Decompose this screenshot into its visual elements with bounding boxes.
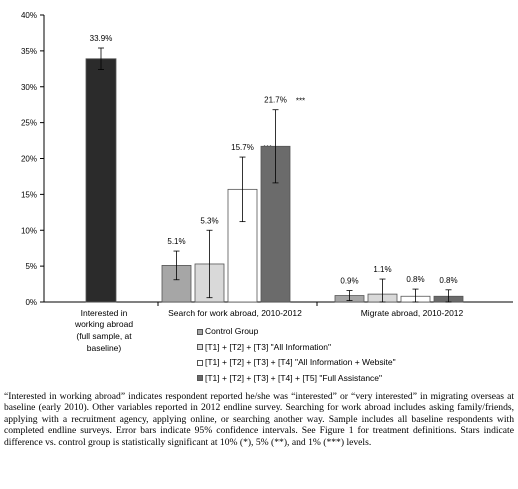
y-tick-label: 15% <box>21 190 37 199</box>
legend-swatch-full-assistance <box>197 375 203 382</box>
data-label: 5.1% <box>167 237 185 246</box>
x-category-label: (full sample, at <box>76 331 132 341</box>
x-category-label: Search for work abroad, 2010-2012 <box>168 308 302 318</box>
data-label: 21.7% <box>264 96 287 105</box>
x-category-label: baseline) <box>87 343 122 353</box>
data-label: 33.9% <box>90 34 113 43</box>
y-tick-label: 0% <box>25 298 37 307</box>
y-tick-label: 30% <box>21 83 37 92</box>
y-tick-label: 5% <box>25 262 37 271</box>
legend-swatch-control <box>197 328 203 335</box>
y-tick-label: 40% <box>21 11 37 20</box>
bar-full-sample <box>85 58 117 303</box>
x-category-label: working abroad <box>74 319 133 329</box>
figure-note: “Interested in working abroad” indicates… <box>4 391 514 448</box>
data-label: 0.8% <box>406 275 424 284</box>
legend-item-control: Control Group <box>197 324 396 340</box>
legend-item-full-assistance: [T1] + [T2] + [T3] + [T4] + [T5] "Full A… <box>197 371 396 387</box>
x-category-label: Interested in <box>81 308 128 318</box>
data-label: 15.7% <box>231 143 254 152</box>
y-tick-label: 35% <box>21 47 37 56</box>
y-tick-label: 25% <box>21 119 37 128</box>
legend-label-all-information-website: [T1] + [T2] + [T3] + [T4] "All Informati… <box>205 357 396 367</box>
legend-item-all-information: [T1] + [T2] + [T3] "All Information" <box>197 340 396 356</box>
legend-swatch-all-information-website <box>197 359 203 366</box>
legend-label-all-information: [T1] + [T2] + [T3] "All Information" <box>205 341 332 352</box>
data-label: 5.3% <box>200 216 218 225</box>
data-label: 0.8% <box>439 276 457 285</box>
legend-item-all-information-website: [T1] + [T2] + [T3] + [T4] "All Informati… <box>197 355 396 371</box>
chart-legend: Control Group [T1] + [T2] + [T3] "All In… <box>197 324 396 386</box>
data-label: 0.9% <box>340 277 358 286</box>
data-label: 1.1% <box>373 265 391 274</box>
y-tick-label: 10% <box>21 226 37 235</box>
x-category-label: Migrate abroad, 2010-2012 <box>361 308 464 318</box>
y-tick-label: 20% <box>21 155 37 164</box>
legend-label-control: Control Group <box>205 326 259 336</box>
legend-label-full-assistance: [T1] + [T2] + [T3] + [T4] + [T5] "Full A… <box>205 372 383 383</box>
legend-swatch-all-information <box>197 344 203 351</box>
significance-stars: *** <box>296 97 305 106</box>
